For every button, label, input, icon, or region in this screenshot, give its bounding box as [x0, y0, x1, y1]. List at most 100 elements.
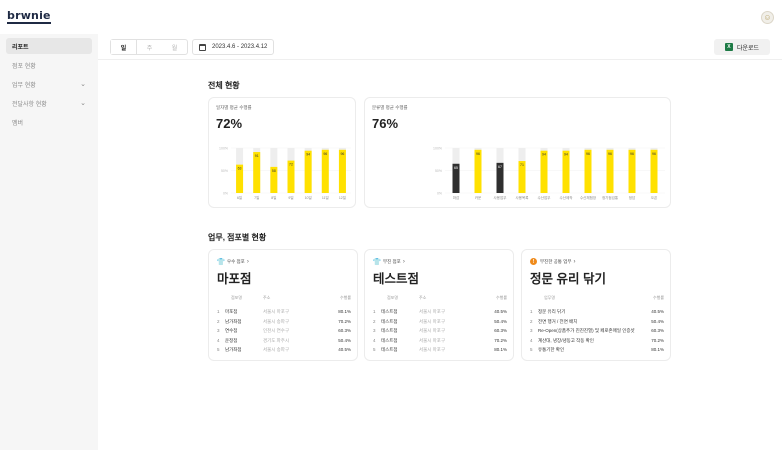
row-address: 서울시 마포구 [419, 309, 446, 314]
table-row: 2 테스트점 서울시 마포구 50.4% [373, 319, 507, 327]
x-tick-label: 10일 [305, 195, 312, 200]
bar [338, 149, 346, 193]
table-row: 3 Re-Open(상품추가 진진진열) 및 페로존매일 인증샷 60.3% [530, 328, 664, 336]
user-avatar[interactable]: ☺ [761, 10, 774, 24]
card-badge[interactable]: 👕 부진 점포 › [373, 258, 405, 266]
period-selector: 일 주 월 [110, 39, 188, 55]
highlight-name: 정문 유리 닦기 [530, 272, 606, 286]
bar [474, 149, 482, 193]
col-name-header: 업무명 [544, 295, 556, 300]
bar-value-label: 96 [608, 152, 612, 156]
y-tick-label: 100% [433, 147, 442, 151]
table-header: 점포명 주소 수행률 [373, 295, 507, 303]
sidebar-item-3[interactable]: 전달사항 현황 ⌄ [6, 95, 92, 111]
row-index: 4 [217, 337, 220, 343]
row-name: 연수점 [225, 328, 238, 333]
bar-value-label: 94 [542, 153, 546, 157]
table-header: 업무명 수행률 [530, 295, 664, 303]
row-rate: 50.4% [651, 318, 664, 324]
x-tick-label: 7일 [254, 195, 259, 200]
row-name: 정문 유리 닦기 [538, 309, 566, 314]
row-rate: 40.5% [338, 347, 351, 352]
row-index: 1 [217, 309, 220, 314]
sidebar-item-0[interactable]: 리포트 [6, 38, 92, 54]
table-row: 2 남가좌점 서울시 송파구 70.2% [217, 319, 351, 327]
x-tick-label: 사용목록 [516, 195, 530, 200]
app-logo[interactable]: brwnie [7, 8, 51, 24]
row-rate: 70.2% [338, 318, 351, 324]
row-name: 유통기한 확인 [538, 347, 565, 352]
y-tick-label: 100% [219, 147, 228, 151]
bar-value-label: 96 [476, 152, 480, 156]
bar-value-label: 72 [289, 163, 293, 167]
row-rate: 70.2% [651, 337, 664, 343]
row-name: 전면 행거 / 전면 배치 [538, 318, 578, 324]
bar-value-label: 58 [272, 169, 276, 173]
row-rate: 80.1% [494, 347, 507, 352]
x-tick-label: 오픈 [651, 196, 658, 200]
daily-rate-label: 일자별 평균 수행률 [216, 105, 252, 110]
table-row: 2 전면 행거 / 전면 배치 50.4% [530, 319, 664, 327]
table-header: 점포명 주소 수행률 [217, 295, 351, 303]
sidebar-item-2[interactable]: 업무 현황 ⌄ [6, 76, 92, 92]
row-address: 서울시 마포구 [263, 309, 290, 314]
x-tick-label: 6일 [237, 195, 242, 200]
excel-icon: X [724, 43, 733, 51]
category-rate-value: 76% [372, 116, 399, 131]
daily-rate-value: 72% [216, 116, 243, 131]
category-rate-chart: 100% 50% 0% 65 마감 96 카운 67 사용업무 71 사용목록 94 수산업무 94 수산제… [433, 147, 665, 200]
y-tick-label: 50% [221, 169, 228, 173]
row-name: 남가좌점 [225, 318, 242, 324]
bar [321, 149, 329, 193]
y-tick-label: 0% [437, 192, 442, 196]
row-name: 계산대, 냉장/냉동고 작동 확인 [538, 337, 594, 343]
row-address: 경기도 파주시 [263, 337, 290, 343]
calendar-icon [199, 43, 206, 51]
row-index: 3 [530, 328, 533, 333]
row-index: 3 [373, 328, 376, 333]
x-tick-label: 사용업무 [494, 195, 508, 200]
card-badge[interactable]: 👕 우수 점포 › [217, 258, 249, 266]
bar-value-label: 96 [630, 152, 634, 156]
table-row: 5 남가좌점 서울시 송파구 40.5% [217, 347, 351, 355]
table-row: 1 마포점 서울시 마포구 80.1% [217, 309, 351, 317]
bar-value-label: 65 [454, 166, 458, 170]
bar-value-label: 94 [564, 153, 568, 157]
row-rate: 40.5% [494, 309, 507, 314]
row-name: 운정점 [225, 337, 238, 343]
sidebar-item-1[interactable]: 점포 현황 [6, 57, 92, 73]
row-name: Re-Open(상품추가 진진진열) 및 페로존매일 인증샷 [538, 328, 635, 333]
x-tick-label: 마감 [453, 195, 460, 200]
card-badge[interactable]: ! 부진한 공통 업무 › [530, 258, 575, 265]
bar [270, 166, 278, 193]
table-row: 5 유통기한 확인 80.1% [530, 347, 664, 355]
row-address: 서울시 마포구 [419, 347, 446, 352]
sidebar-item-label: 전달사항 현황 [12, 101, 47, 108]
date-range-picker[interactable]: 2023.4.6 - 2023.4.12 [192, 39, 274, 55]
table-row: 4 운정점 경기도 파주시 50.4% [217, 338, 351, 346]
col-name-header: 점포명 [231, 295, 243, 300]
x-tick-label: 11일 [322, 195, 329, 200]
x-tick-label: 수산체험장 [580, 195, 597, 200]
report-toolbar: 일 주 월 2023.4.6 - 2023.4.12 X 다운로드 [98, 34, 782, 60]
row-name: 테스트점 [381, 347, 398, 352]
bar [304, 150, 312, 193]
download-button[interactable]: X 다운로드 [714, 39, 770, 55]
period-month-tab[interactable]: 월 [171, 45, 178, 52]
highlight-name: 테스트점 [373, 272, 420, 286]
chevron-right-icon: › [402, 259, 405, 265]
row-name: 마포점 [225, 309, 238, 314]
chevron-right-icon: › [573, 258, 576, 265]
x-tick-label: 정기점검통 [602, 195, 619, 200]
badge-label: 부진 점포 [383, 259, 401, 264]
row-index: 5 [217, 347, 220, 352]
bar-value-label: 96 [586, 152, 590, 156]
category-rate-label: 분류별 평균 수행률 [372, 105, 408, 110]
daily-rate-chart: 100% 50% 0% 63 6일 91 7일 58 8일 72 9일 94 10일 96 11일 96 12일 [219, 147, 351, 200]
sidebar-item-4[interactable]: 멤버 [6, 114, 92, 130]
period-day-tab[interactable]: 일 [111, 40, 137, 54]
row-rate: 80.1% [651, 347, 664, 352]
period-week-tab[interactable]: 주 [146, 45, 153, 52]
chevron-right-icon: › [246, 259, 249, 265]
